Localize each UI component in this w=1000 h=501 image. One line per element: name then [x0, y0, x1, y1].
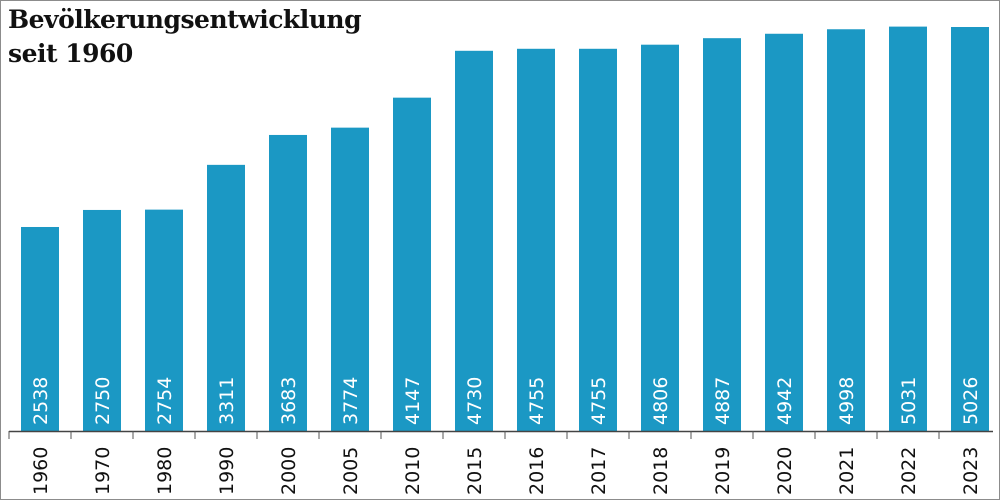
value-label-1960: 2538 [30, 377, 52, 425]
x-tick-label-2023: 2023 [960, 447, 982, 495]
value-label-2005: 3774 [340, 377, 362, 425]
bar-2022 [889, 26, 927, 432]
bar-2016 [517, 48, 555, 431]
value-labels-group: 2538 2750 2754 3311 3683 3774 4147 4730 4755 4755… [30, 377, 982, 425]
chart-title-line: Bevölkerungsentwicklung [8, 5, 362, 34]
x-tick-label-2010: 2010 [402, 447, 424, 495]
x-tick-label-2000: 2000 [278, 447, 300, 495]
value-label-2000: 3683 [278, 377, 300, 425]
bar-2017 [579, 48, 617, 431]
bar-2020 [765, 33, 803, 432]
x-tick-label-2019: 2019 [712, 447, 734, 495]
bar-2005 [331, 127, 369, 432]
x-tick-label-2018: 2018 [650, 447, 672, 495]
value-label-1970: 2750 [92, 377, 114, 425]
value-label-2015: 4730 [464, 377, 486, 425]
bar-2000 [269, 134, 307, 431]
x-tick-label-2022: 2022 [898, 447, 920, 495]
x-tick-label-1970: 1970 [92, 447, 114, 495]
bar-2023 [951, 27, 989, 431]
bar-2021 [827, 29, 865, 431]
bar-1960 [21, 226, 59, 431]
x-tick-label-2016: 2016 [526, 447, 548, 495]
bar-1980 [145, 209, 183, 431]
chart-subtitle-line: seit 1960 [8, 39, 133, 68]
x-tick-label-1990: 1990 [216, 447, 238, 495]
value-label-2017: 4755 [588, 377, 610, 425]
value-label-2022: 5031 [898, 377, 920, 425]
bar-2015 [455, 50, 493, 431]
value-label-1990: 3311 [216, 377, 238, 425]
bar-2010 [393, 97, 431, 431]
bars-group [21, 26, 989, 432]
x-axis-ticks-group [8, 431, 940, 439]
x-tick-label-1980: 1980 [154, 447, 176, 495]
value-label-2020: 4942 [774, 377, 796, 425]
value-label-2023: 5026 [960, 377, 982, 425]
bar-2018 [641, 44, 679, 431]
x-tick-label-2020: 2020 [774, 447, 796, 495]
x-tick-label-2005: 2005 [340, 447, 362, 495]
value-label-2010: 4147 [402, 377, 424, 425]
value-label-2021: 4998 [836, 377, 858, 425]
value-label-1980: 2754 [154, 377, 176, 425]
chart-title: Bevölkerungsentwicklung seit 1960 [8, 3, 362, 71]
value-label-2019: 4887 [712, 377, 734, 425]
x-axis-tick-labels-group: 1960 1970 1980 1990 2000 2005 2010 2015 2016 2017… [30, 447, 982, 495]
bar-2019 [703, 38, 741, 432]
x-tick-label-2021: 2021 [836, 447, 858, 495]
x-tick-label-2015: 2015 [464, 447, 486, 495]
value-label-2016: 4755 [526, 377, 548, 425]
value-label-2018: 4806 [650, 377, 672, 425]
x-tick-label-2017: 2017 [588, 447, 610, 495]
bar-1990 [207, 164, 245, 431]
x-tick-label-1960: 1960 [30, 447, 52, 495]
bar-1970 [83, 209, 121, 431]
